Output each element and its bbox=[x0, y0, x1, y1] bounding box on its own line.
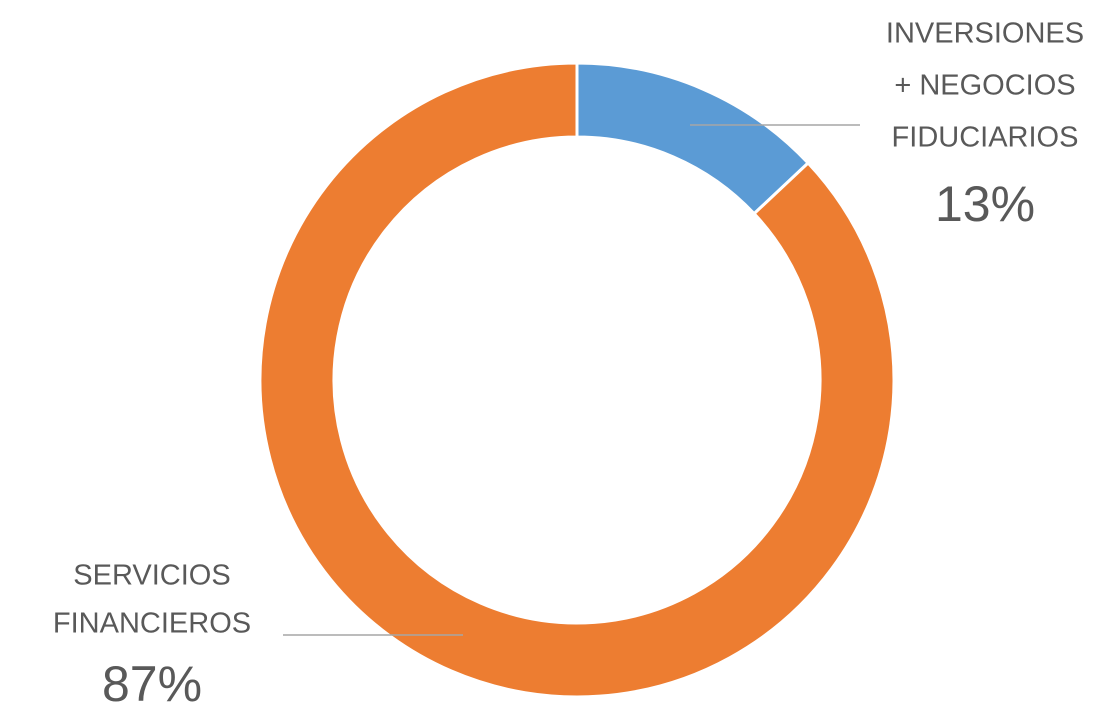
category-label: + NEGOCIOS bbox=[894, 70, 1075, 102]
category-label: INVERSIONES bbox=[886, 18, 1084, 50]
category-label: FIDUCIARIOS bbox=[892, 122, 1079, 154]
data-label: 87% bbox=[102, 656, 202, 712]
data-label: 13% bbox=[935, 176, 1035, 232]
donut-slice bbox=[258, 61, 896, 699]
donut-slice bbox=[575, 61, 811, 216]
category-label: SERVICIOS bbox=[73, 560, 230, 592]
category-label: FINANCIEROS bbox=[53, 608, 251, 640]
